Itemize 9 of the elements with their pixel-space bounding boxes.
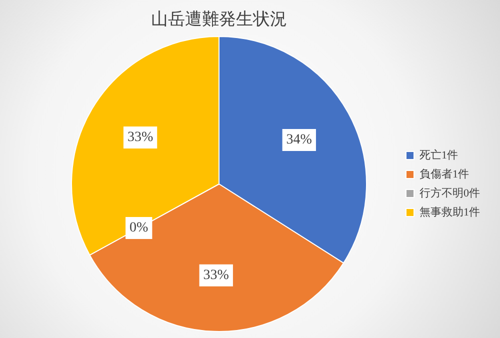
legend-label: 無事救助1件	[420, 205, 480, 218]
legend-label: 死亡1件	[420, 148, 458, 162]
data-label: 34%	[286, 132, 312, 148]
text: 0%	[130, 220, 148, 236]
chart-title: 山岳遭難発生状況	[151, 9, 287, 28]
data-label: 33%	[127, 130, 154, 146]
legend-label: 負傷者1件	[420, 167, 469, 180]
legend-label: 行方不明0件	[420, 186, 480, 200]
data-label: 33%	[203, 268, 230, 284]
